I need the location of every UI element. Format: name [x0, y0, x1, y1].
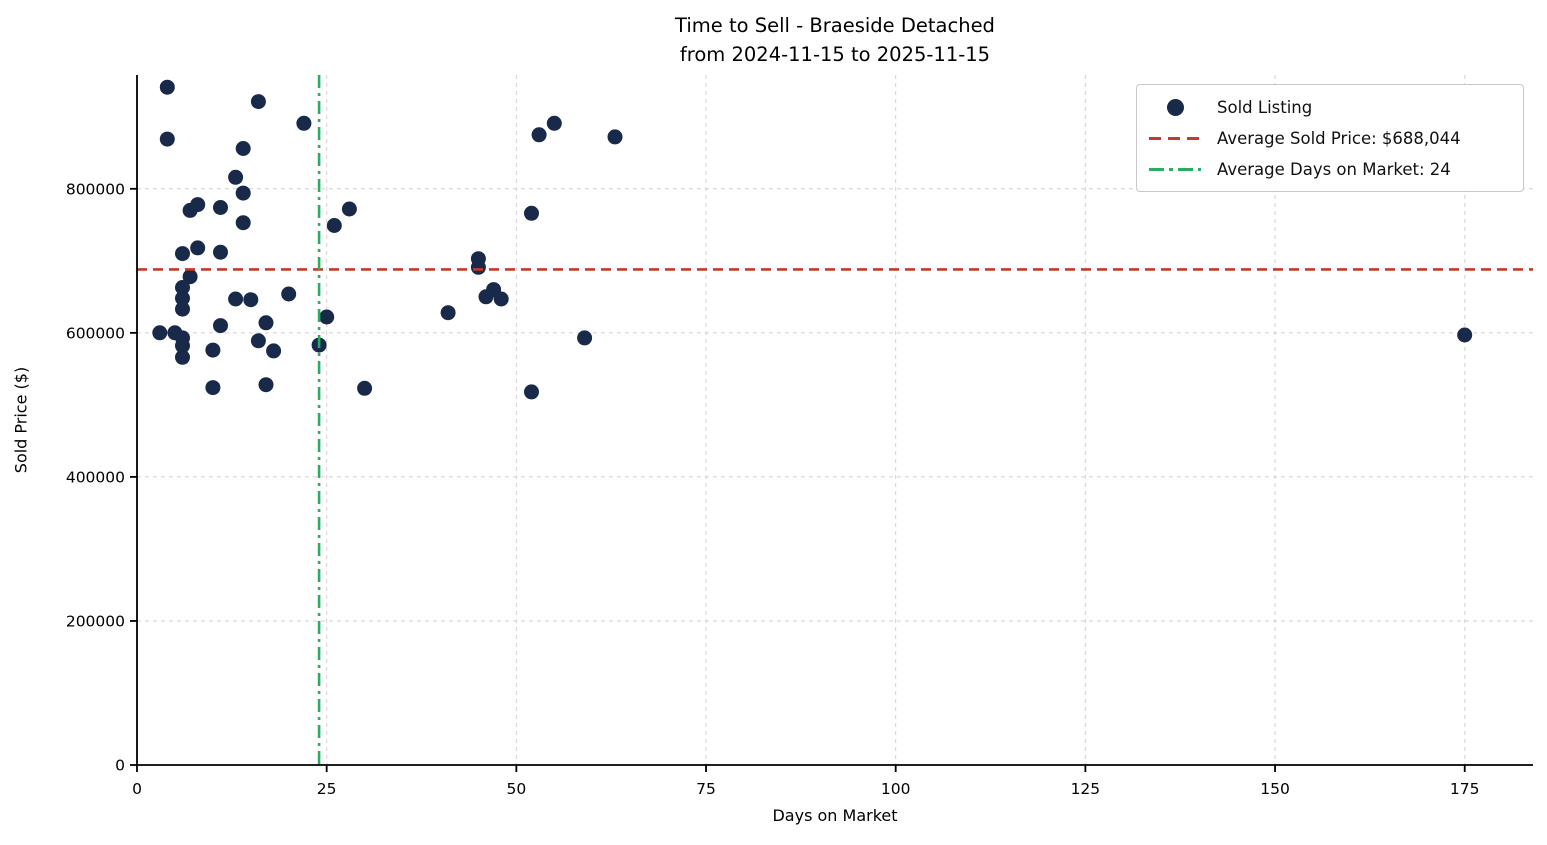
data-point [470, 259, 486, 275]
data-point [205, 342, 221, 358]
data-point [341, 201, 357, 217]
y-tick-label: 800000 [66, 180, 125, 198]
data-point [1457, 327, 1473, 343]
data-point [319, 309, 335, 325]
data-point [493, 291, 509, 307]
data-point [250, 333, 266, 349]
data-point [205, 380, 221, 396]
x-tick-label: 25 [317, 780, 337, 798]
data-point [175, 246, 190, 262]
legend-item-avg-days-on-market: Average Days on Market: 24 [1149, 157, 1511, 181]
data-point [228, 169, 244, 185]
data-point [243, 292, 259, 308]
x-axis-label: Days on Market [772, 806, 898, 825]
data-point [326, 218, 342, 233]
data-point [228, 291, 244, 307]
x-tick-label: 125 [1071, 780, 1101, 798]
x-tick-label: 75 [696, 780, 716, 798]
sold-listing-marker-icon [1166, 98, 1184, 116]
data-point [531, 127, 547, 143]
data-point [250, 94, 266, 110]
data-point [175, 290, 190, 306]
data-point [281, 286, 297, 302]
data-point [440, 305, 456, 321]
data-point [235, 141, 251, 156]
y-tick-label: 0 [115, 757, 125, 775]
x-tick-label: 50 [506, 780, 526, 798]
data-point [524, 205, 539, 221]
data-point [190, 240, 206, 256]
data-point [175, 349, 190, 365]
data-point [235, 185, 251, 201]
data-point [159, 131, 175, 147]
avg-days-dashdot-line-icon [1149, 167, 1201, 171]
data-point [258, 315, 274, 331]
data-point [546, 115, 562, 131]
y-tick-label: 600000 [66, 324, 125, 342]
x-tick-label: 175 [1450, 780, 1480, 798]
y-tick-label: 200000 [66, 612, 125, 630]
data-point [182, 202, 198, 218]
data-point [577, 330, 593, 346]
x-tick-label: 0 [132, 780, 142, 798]
x-tick-label: 150 [1260, 780, 1290, 798]
data-point [235, 215, 251, 231]
chart-title-line2: from 2024-11-15 to 2025-11-15 [679, 43, 991, 66]
chart-title-line1: Time to Sell - Braeside Detached [675, 14, 995, 37]
chart-title: Time to Sell - Braeside Detached from 20… [137, 11, 1533, 69]
data-point [175, 338, 190, 354]
y-tick-label: 400000 [66, 468, 125, 486]
avg-price-dashed-line-icon [1149, 136, 1201, 140]
y-axis-label: Sold Price ($) [11, 366, 31, 474]
legend: Sold Listing Average Sold Price: $688,04… [1136, 84, 1524, 192]
legend-item-sold-listing: Sold Listing [1149, 95, 1511, 119]
data-point [357, 380, 373, 396]
data-point [182, 269, 198, 285]
legend-label-avg-days-on-market: Average Days on Market: 24 [1217, 159, 1451, 179]
data-point [213, 244, 228, 260]
legend-item-avg-sold-price: Average Sold Price: $688,044 [1149, 126, 1511, 150]
data-point [213, 200, 228, 215]
data-point [175, 301, 190, 317]
data-point [296, 115, 312, 131]
legend-label-sold-listing: Sold Listing [1217, 97, 1313, 117]
data-point [266, 343, 282, 359]
x-tick-label: 100 [881, 780, 911, 798]
legend-label-avg-sold-price: Average Sold Price: $688,044 [1217, 128, 1461, 148]
data-point [607, 129, 623, 145]
data-point [152, 325, 168, 341]
data-point [175, 280, 190, 295]
data-point [258, 377, 274, 393]
data-point [213, 318, 228, 334]
data-point [524, 384, 539, 400]
data-point [159, 79, 175, 95]
